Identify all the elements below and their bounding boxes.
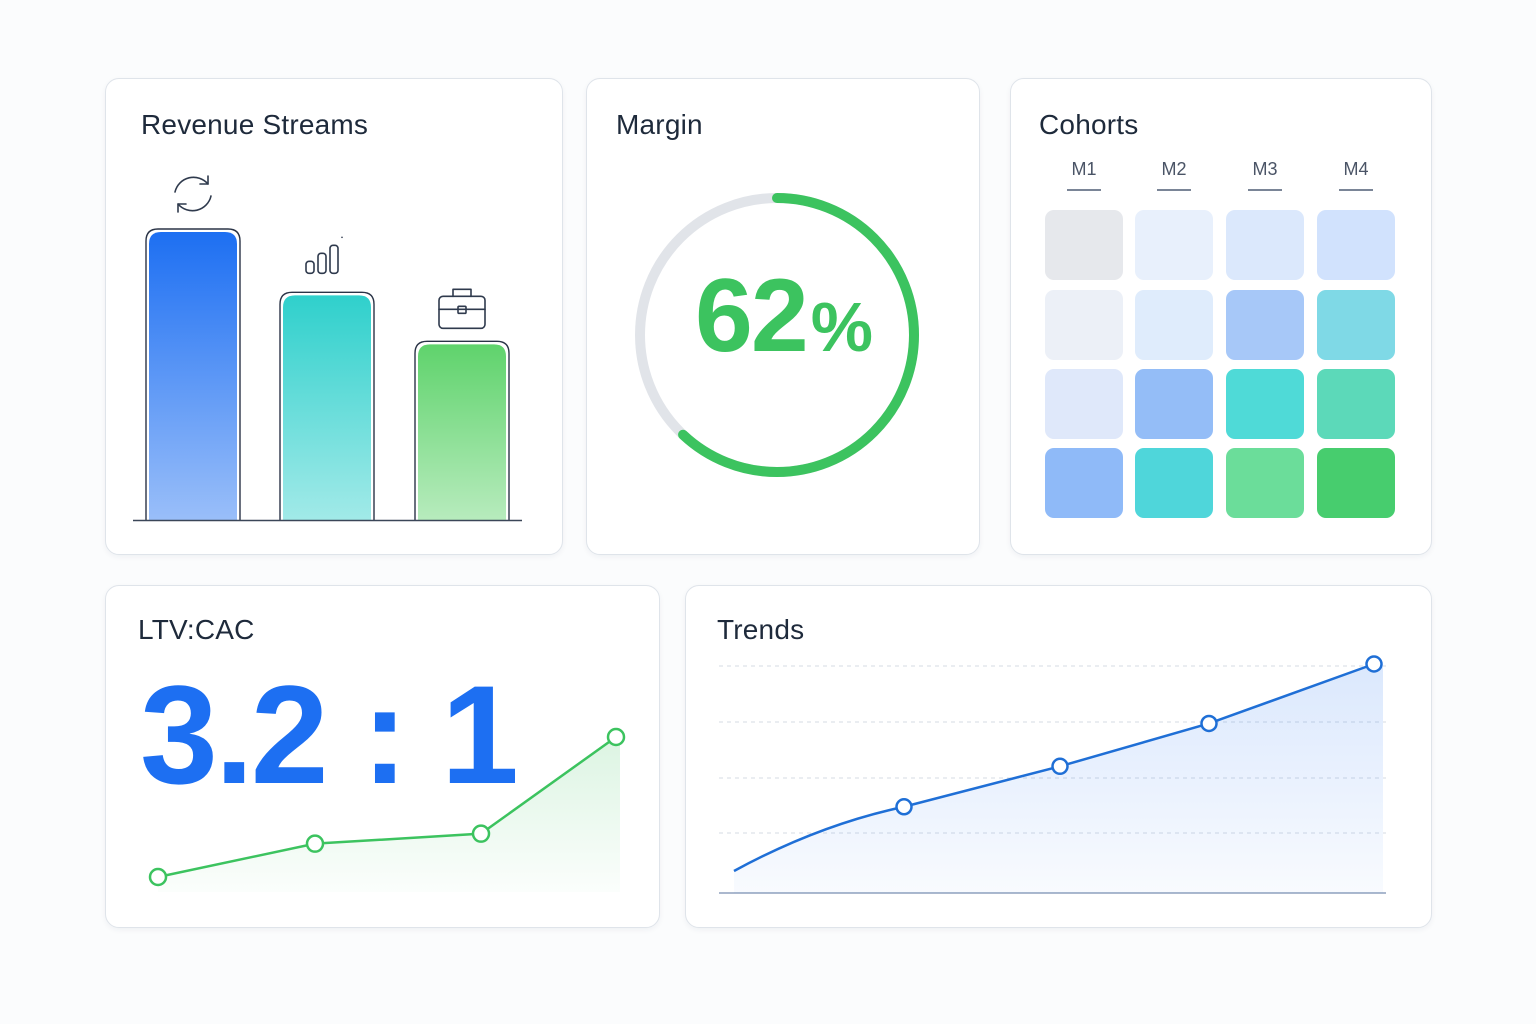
cohort-cell	[1317, 369, 1395, 439]
signal-bars-icon	[305, 236, 343, 275]
trends-title: Trends	[717, 614, 805, 645]
cohort-column-underline	[1157, 189, 1191, 191]
ltv-point	[606, 727, 626, 747]
ltv-point	[305, 834, 325, 853]
ltv-point	[471, 824, 491, 843]
margin-title: Margin	[616, 109, 703, 140]
cohort-column-label: M2	[1161, 159, 1187, 179]
cohort-column-underline	[1339, 189, 1373, 191]
margin-value: 62%	[587, 257, 979, 376]
ltv-cac-value: 3.2 : 1	[140, 656, 519, 813]
trends-point	[1365, 655, 1383, 673]
cohort-cell	[1045, 210, 1123, 280]
cohort-cell	[1317, 210, 1395, 280]
cohort-column-underline	[1067, 189, 1101, 191]
trends-point	[895, 798, 913, 816]
cohort-cell	[1226, 290, 1304, 360]
refresh-icon	[174, 175, 212, 213]
cohort-cell	[1226, 210, 1304, 280]
revenue-bar	[149, 232, 237, 520]
margin-unit: %	[810, 288, 873, 366]
revenue-bar-outline	[279, 291, 375, 520]
margin-ring-progress	[635, 193, 919, 477]
ltv-point	[148, 867, 168, 887]
revenue-bar	[283, 295, 371, 520]
margin-number: 62	[695, 258, 809, 374]
cohort-cell	[1226, 369, 1304, 439]
trends-point	[1051, 757, 1069, 776]
cohorts-title: Cohorts	[1039, 109, 1139, 140]
cohort-cell	[1135, 290, 1213, 360]
cohort-column-underline	[1248, 189, 1282, 191]
cohort-cell	[1045, 290, 1123, 360]
cohort-cell	[1045, 369, 1123, 439]
revenue-bar-outline	[145, 228, 241, 520]
ltv-line	[157, 735, 617, 879]
trends-point	[1200, 714, 1218, 733]
cohort-heatmap: M1 M2 M3 M4	[1011, 79, 1433, 556]
cohort-cell	[1135, 369, 1213, 439]
ltv-cac-title: LTV:CAC	[138, 614, 255, 645]
margin-card: Margin 62%	[586, 78, 980, 555]
revenue-bar	[418, 344, 506, 520]
cohort-column-label: M1	[1071, 159, 1097, 179]
margin-ring-gauge	[635, 193, 919, 477]
revenue-bar-outline	[414, 340, 510, 520]
cohort-cell	[1317, 448, 1395, 518]
trends-area-fill	[734, 664, 1383, 893]
briefcase-icon	[438, 288, 486, 330]
cohort-cell	[1226, 448, 1304, 518]
cohort-cell	[1135, 448, 1213, 518]
cohorts-card: Cohorts M1 M2 M3 M4	[1010, 78, 1432, 555]
revenue-streams-title: Revenue Streams	[141, 109, 369, 140]
cohort-column-label: M3	[1252, 159, 1278, 179]
cohort-cell	[1045, 448, 1123, 518]
cohort-column-label: M4	[1343, 159, 1369, 179]
cohort-cell	[1135, 210, 1213, 280]
cohort-cell	[1317, 290, 1395, 360]
